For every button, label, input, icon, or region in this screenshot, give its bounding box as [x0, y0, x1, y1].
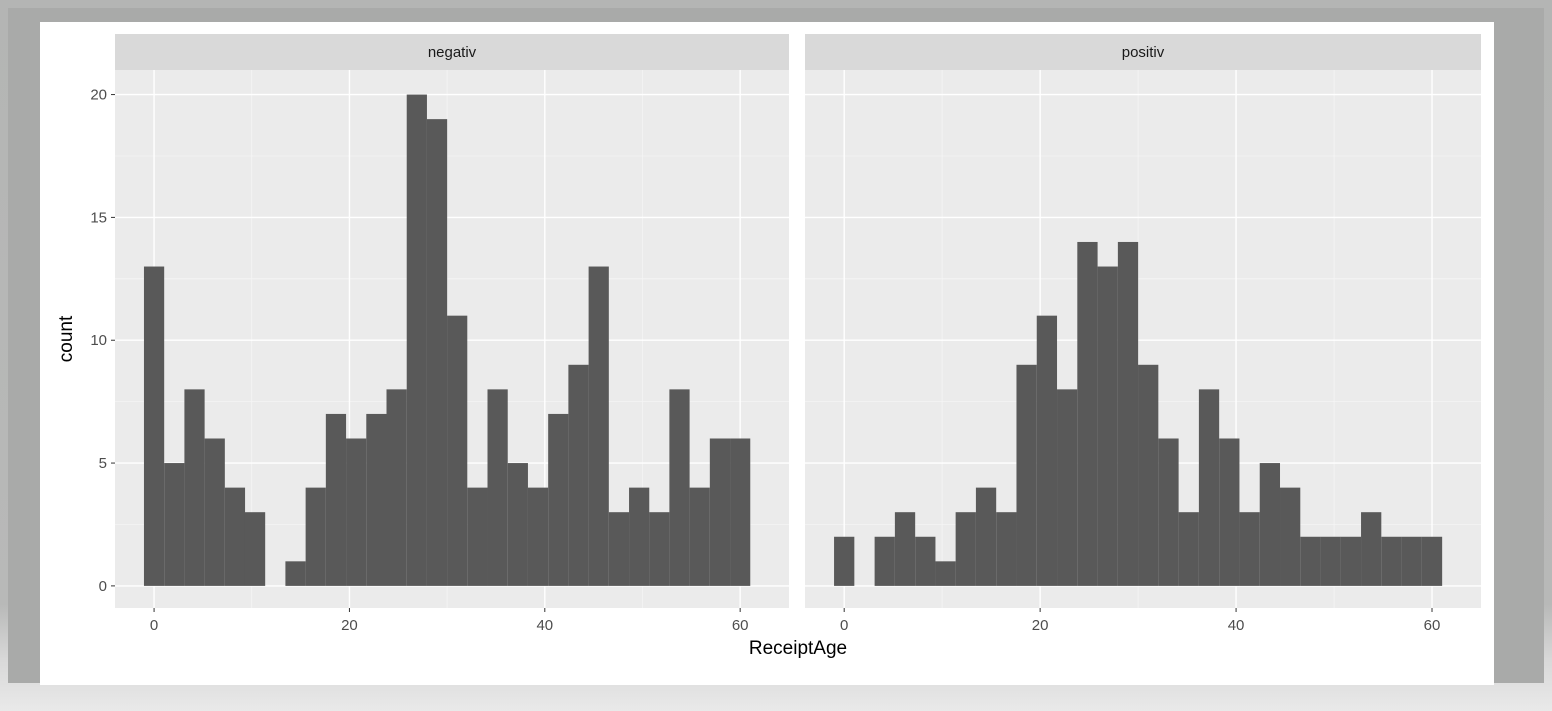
x-tick-label: 60	[1424, 617, 1441, 634]
histogram-bar	[1280, 487, 1301, 586]
histogram-bar	[1300, 536, 1321, 586]
x-tick-label: 40	[536, 617, 553, 634]
histogram-bar	[507, 463, 528, 586]
histogram-bar	[730, 438, 751, 586]
plot-area: negativ 0 20 40 60 positiv 0 20 40 60 0 5 10 15 20 Rece…	[40, 22, 1494, 685]
histogram-bar	[346, 438, 367, 586]
histogram-bar	[184, 389, 205, 586]
histogram-bar	[649, 512, 670, 586]
histogram-bar	[143, 266, 165, 586]
histogram-bar	[1016, 364, 1037, 586]
histogram-bar	[874, 536, 895, 586]
x-tick-label: 0	[150, 617, 158, 634]
histogram-bar	[669, 389, 690, 586]
histogram-bar	[1219, 438, 1240, 586]
histogram-bar	[1361, 512, 1382, 586]
x-tick-label: 20	[341, 617, 358, 634]
histogram-bar	[447, 315, 468, 586]
histogram-bar	[244, 512, 266, 586]
x-tick-label: 0	[840, 617, 848, 634]
histogram-bar	[406, 94, 427, 586]
x-tick-label: 20	[1032, 617, 1049, 634]
histogram-bar	[588, 266, 609, 586]
histogram-bar	[426, 119, 448, 586]
histogram-bar	[608, 512, 630, 586]
x-tick-label: 40	[1228, 617, 1245, 634]
histogram-bar	[568, 364, 589, 586]
histogram-bar	[1259, 463, 1281, 586]
histogram-bar	[1381, 536, 1402, 586]
y-tick-label: 20	[90, 87, 107, 104]
histogram-bar	[1057, 389, 1078, 586]
histogram-bar	[164, 463, 185, 586]
facet-label-negativ: negativ	[428, 44, 477, 61]
histogram-bar	[834, 536, 855, 586]
y-axis-title: count	[56, 315, 77, 362]
histogram-bar	[1421, 536, 1443, 586]
histogram-bar	[386, 389, 407, 586]
histogram-bar	[915, 536, 936, 586]
histogram-bar	[894, 512, 916, 586]
histogram-bar	[548, 413, 569, 586]
y-tick-label: 0	[99, 578, 107, 595]
histogram-bar	[1239, 512, 1260, 586]
histogram-bar	[1158, 438, 1179, 586]
histogram-bar	[467, 487, 488, 586]
histogram-bar	[527, 487, 549, 586]
y-tick-label: 15	[90, 209, 107, 226]
histogram-bar	[1178, 512, 1199, 586]
histogram-bar	[1340, 536, 1362, 586]
histogram-chart: negativ 0 20 40 60 positiv 0 20 40 60 0 5 10 15 20 Rece…	[56, 34, 1481, 659]
histogram-bar	[224, 487, 246, 586]
histogram-bar	[366, 413, 387, 586]
histogram-bar	[629, 487, 650, 586]
histogram-bar	[487, 389, 508, 586]
histogram-bar	[1097, 266, 1118, 586]
facet-label-positiv: positiv	[1122, 44, 1165, 61]
histogram-bar	[204, 438, 225, 586]
histogram-bar	[689, 487, 710, 586]
y-tick-label: 10	[90, 332, 107, 349]
histogram-bar	[935, 561, 956, 586]
facet-strip	[115, 34, 789, 70]
x-axis-title: ReceiptAge	[749, 638, 847, 659]
histogram-bar	[955, 512, 976, 586]
histogram-bar	[709, 438, 731, 586]
x-tick-label: 60	[732, 617, 749, 634]
histogram-bar	[1077, 241, 1098, 586]
histogram-bar	[1198, 389, 1220, 586]
histogram-bar	[1401, 536, 1422, 586]
histogram-bar	[975, 487, 997, 586]
histogram-bar	[1036, 315, 1058, 586]
y-tick-label: 5	[99, 455, 107, 472]
histogram-bar	[1117, 241, 1139, 586]
histogram-bar	[996, 512, 1017, 586]
histogram-bar	[1138, 364, 1159, 586]
histogram-bar	[325, 413, 347, 586]
histogram-bar	[1320, 536, 1341, 586]
histogram-bar	[285, 561, 306, 586]
facet-strip	[805, 34, 1481, 70]
histogram-bar	[305, 487, 326, 586]
